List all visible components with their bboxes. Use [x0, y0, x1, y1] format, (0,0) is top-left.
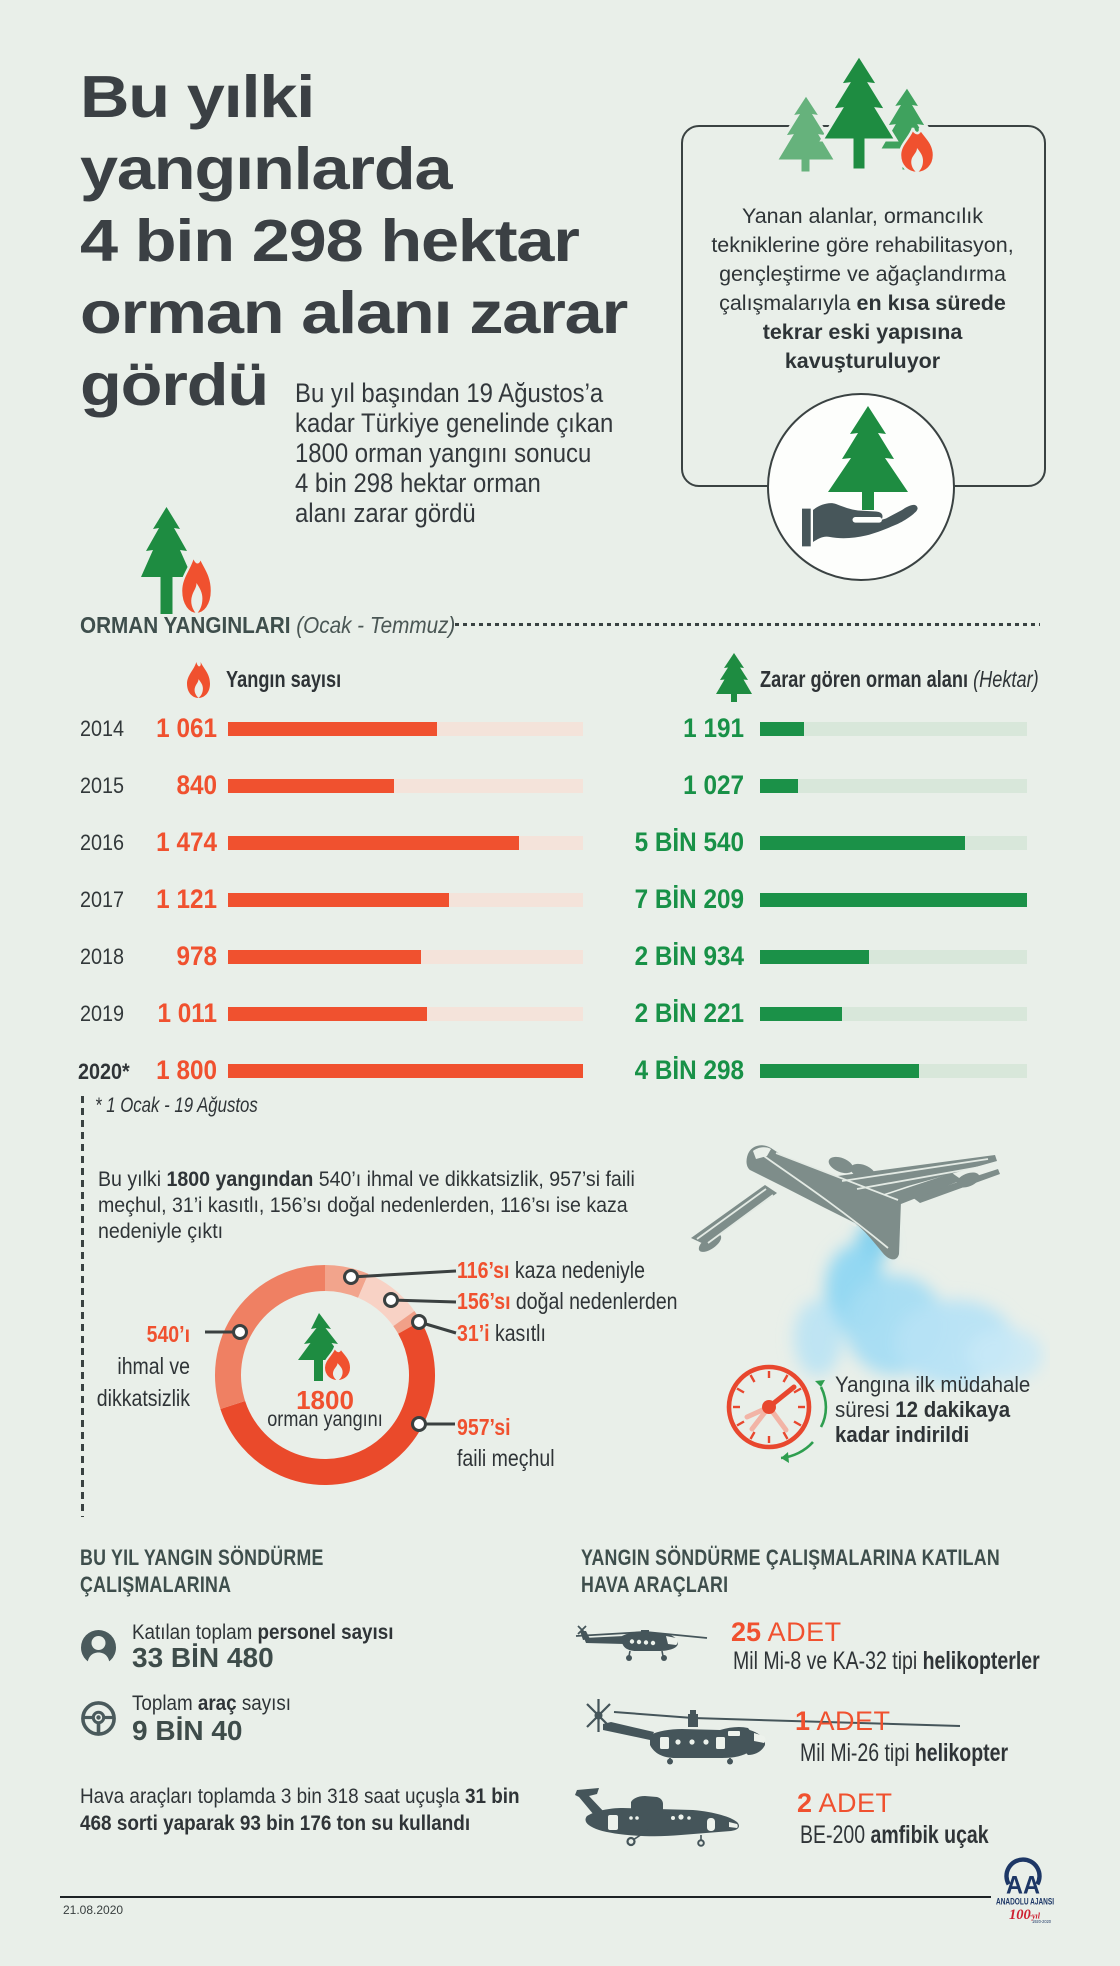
svg-text:1920-2020: 1920-2020 — [1032, 1919, 1051, 1924]
svg-text:100: 100 — [1009, 1907, 1031, 1923]
svg-text:ANADOLU AJANSI: ANADOLU AJANSI — [996, 1897, 1054, 1907]
svg-text:·yıl: ·yıl — [1030, 1912, 1041, 1921]
svg-text:AA: AA — [1006, 1872, 1040, 1900]
